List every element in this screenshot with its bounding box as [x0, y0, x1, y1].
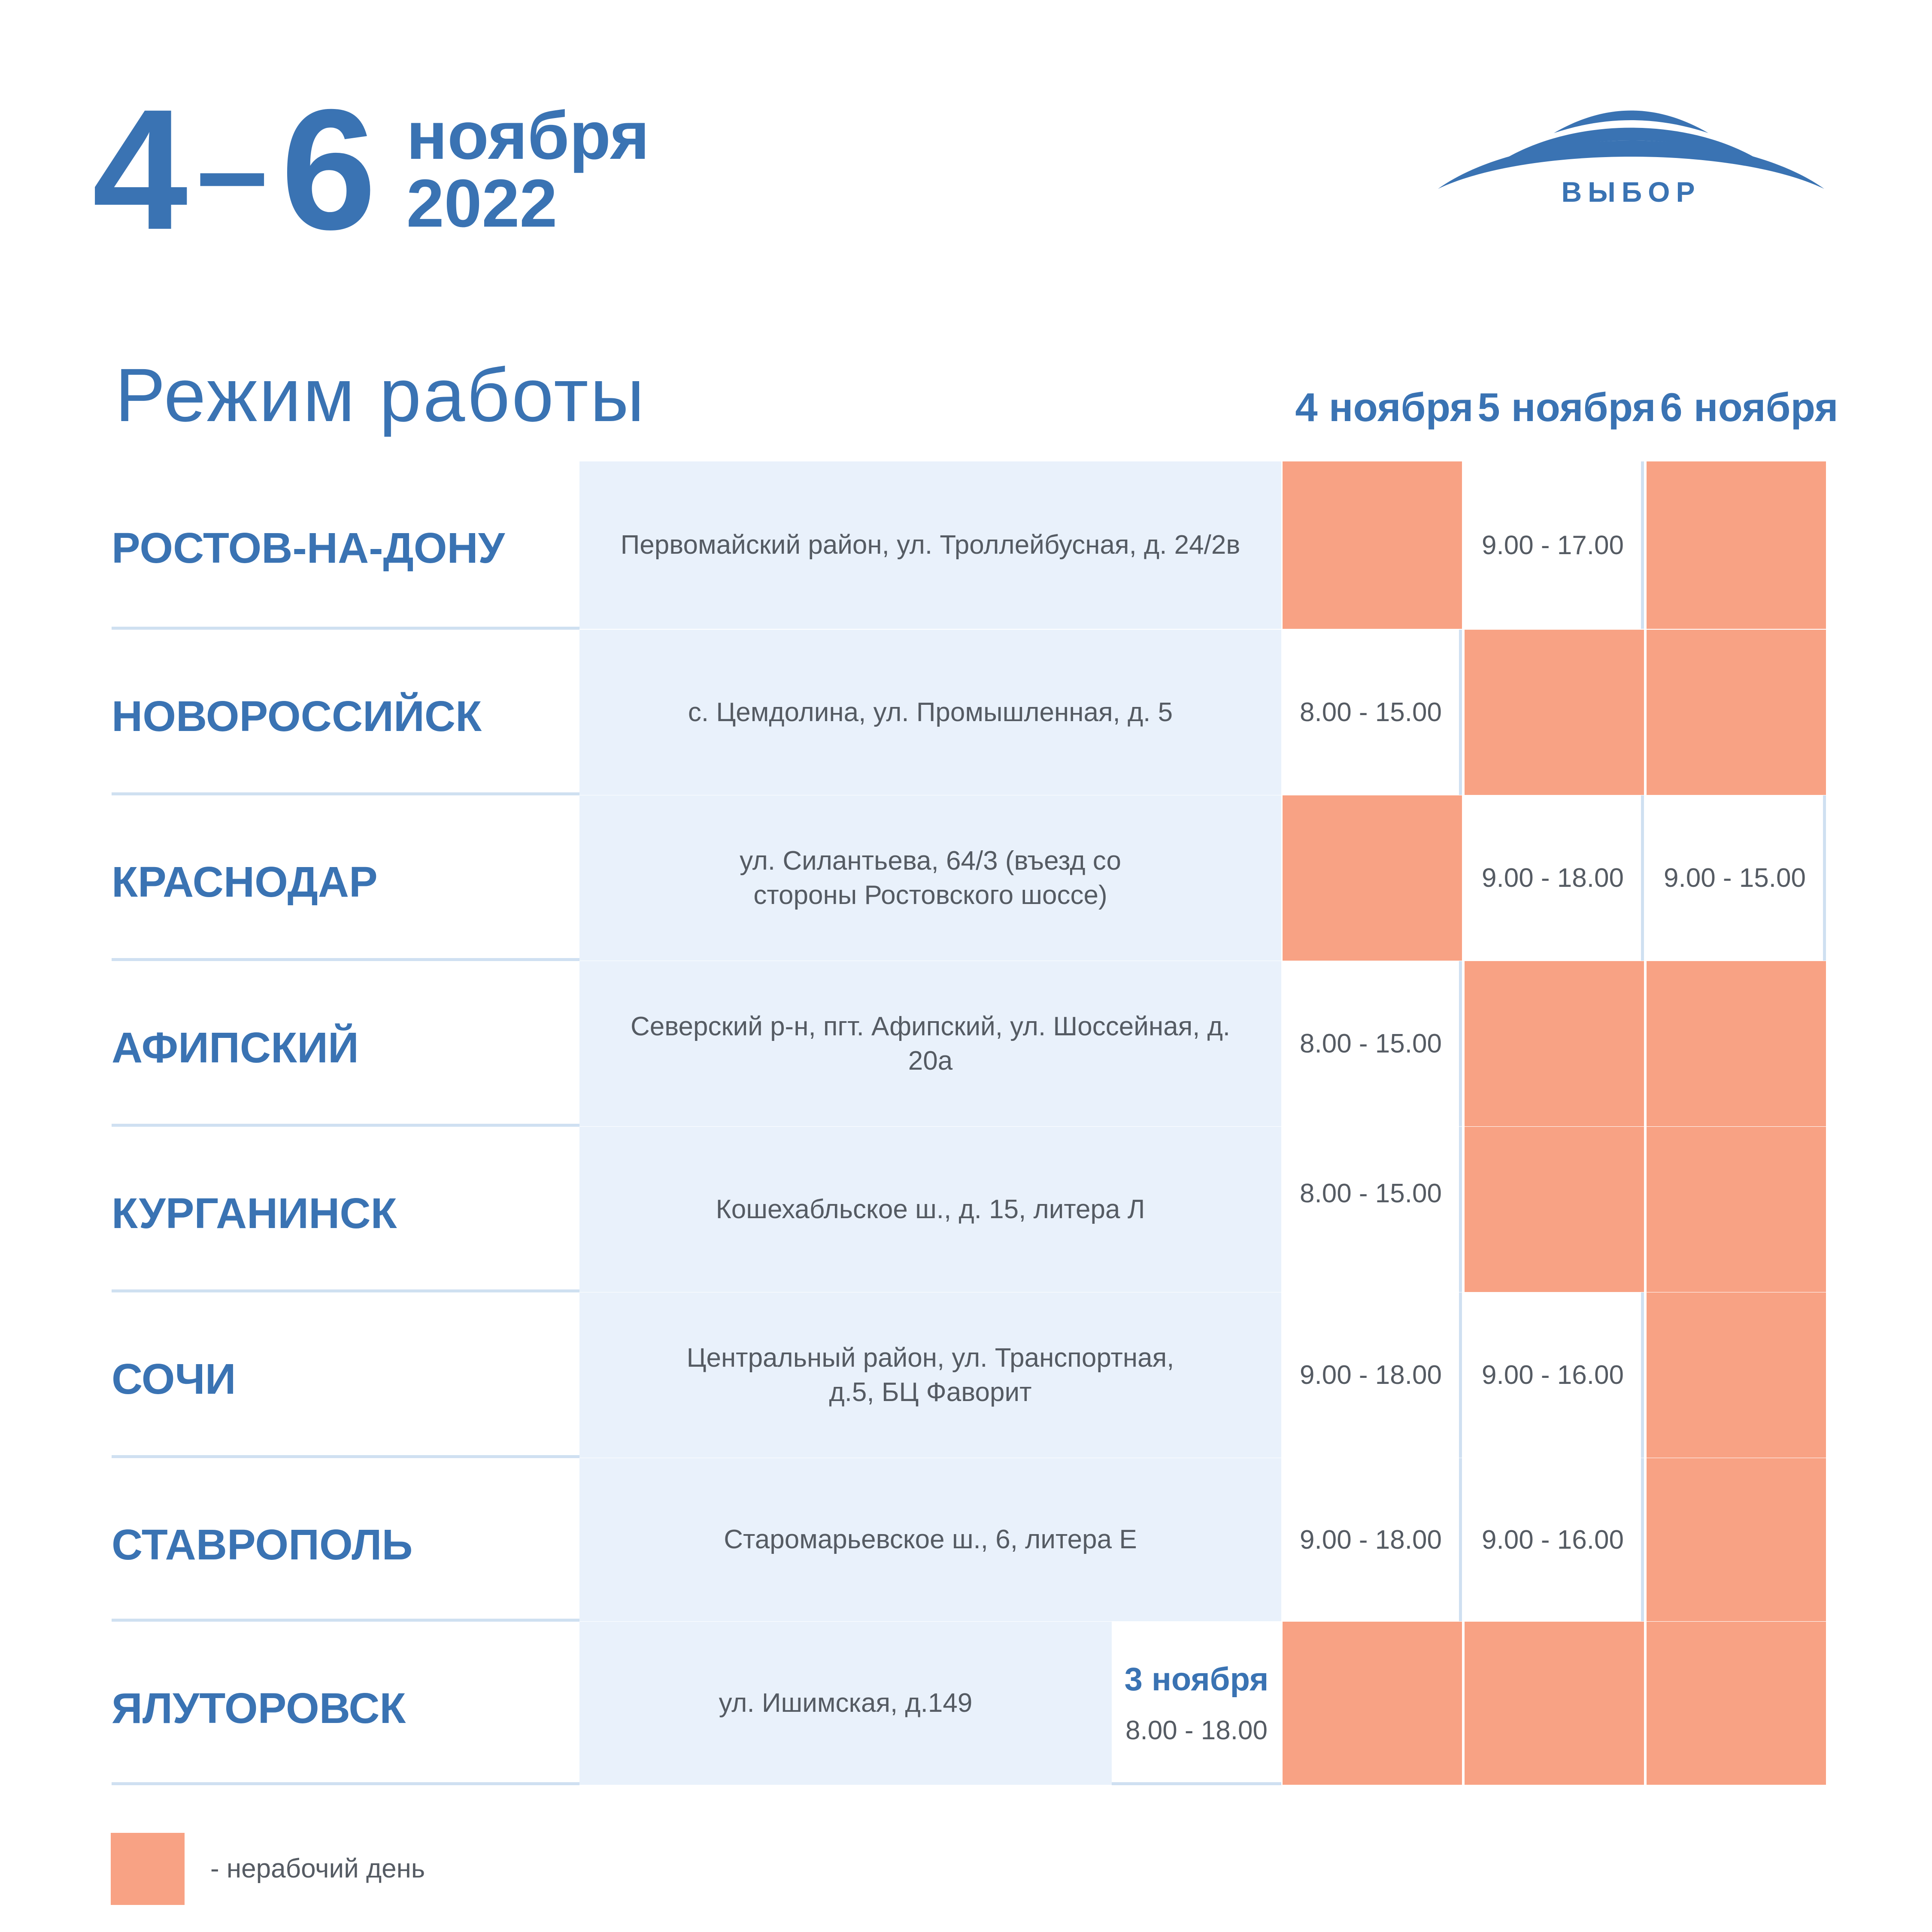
table-row: СОЧИ Центральный район, ул. Транспортная… — [0, 1292, 1932, 1458]
day-cell-hours: 8.00 - 15.00 — [1283, 630, 1462, 795]
vybor-logo: ВЫБОР — [1434, 99, 1829, 210]
address-cell: с. Цемдолина, ул. Промышленная, д. 5 — [579, 630, 1281, 795]
day-cell-off — [1647, 1458, 1826, 1621]
city-name: РОСТОВ-НА-ДОНУ — [112, 524, 505, 572]
logo-text: ВЫБОР — [1561, 176, 1701, 208]
row-divider — [112, 1619, 579, 1622]
day-cell-off — [1465, 961, 1644, 1126]
row-divider — [112, 627, 579, 630]
day-cell-hours: 9.00 - 18.00 — [1465, 795, 1644, 961]
legend-swatch — [111, 1833, 185, 1905]
row-divider — [1112, 1782, 1281, 1785]
row-divider — [112, 1289, 579, 1292]
city-name: КРАСНОДАР — [112, 858, 378, 906]
day-cell-off — [1283, 795, 1462, 961]
address-cell: ул. Ишимская, д.149 — [579, 1622, 1112, 1785]
day-cell-hours: 9.00 - 16.00 — [1465, 1458, 1644, 1621]
day-cell-hours: 9.00 - 18.00 — [1283, 1458, 1462, 1621]
special-day-label: 3 ноября — [1124, 1661, 1269, 1698]
address-cell: Старомарьевское ш., 6, литера Е — [579, 1458, 1281, 1621]
table-row: АФИПСКИЙ Северский р-н, пгт. Афипский, у… — [0, 961, 1932, 1126]
event-dates: 4 – 6 ноября 2022 — [92, 84, 649, 255]
special-day-cell: 3 ноября 8.00 - 18.00 — [1112, 1622, 1281, 1785]
date-dash: – — [196, 97, 268, 242]
day-cell-off — [1647, 961, 1826, 1126]
day-cell-off — [1465, 630, 1644, 795]
legend-text: - нерабочий день — [210, 1854, 425, 1883]
city-name: СТАВРОПОЛЬ — [112, 1521, 413, 1569]
address-cell: Первомайский район, ул. Троллейбусная, д… — [579, 461, 1281, 629]
day-cell-off — [1647, 1622, 1826, 1785]
address-cell: ул. Силантьева, 64/3 (въезд со стороны Р… — [579, 795, 1281, 961]
day-cell-hours: 8.00 - 15.00 — [1283, 1127, 1462, 1292]
year-label: 2022 — [406, 166, 558, 241]
address-cell: Северский р-н, пгт. Афипский, ул. Шоссей… — [579, 961, 1281, 1126]
address-cell: Кошехабльское ш., д. 15, литера Л — [579, 1127, 1281, 1292]
city-name: АФИПСКИЙ — [112, 1024, 359, 1072]
city-name: СОЧИ — [112, 1355, 236, 1403]
day-cell-off — [1283, 1622, 1462, 1785]
day-cell-hours: 8.00 - 15.00 — [1283, 961, 1462, 1126]
day-cell-off — [1465, 1127, 1644, 1292]
city-name: ЯЛУТОРОВСК — [112, 1684, 406, 1732]
page-title: Режим работы — [115, 353, 646, 437]
day-header-1: 4 ноября — [1295, 385, 1474, 430]
day-cell-off — [1465, 1622, 1644, 1785]
row-divider — [112, 958, 579, 961]
day-cell-hours: 9.00 - 16.00 — [1465, 1292, 1644, 1458]
date-from: 4 — [92, 73, 188, 265]
special-day-hours: 8.00 - 18.00 — [1125, 1716, 1268, 1745]
table-row: КУРГАНИНСК Кошехабльское ш., д. 15, лите… — [0, 1127, 1932, 1292]
table-row: ЯЛУТОРОВСК ул. Ишимская, д.149 3 ноября … — [0, 1622, 1932, 1785]
day-cell-hours: 9.00 - 17.00 — [1465, 461, 1644, 629]
row-divider — [112, 1455, 579, 1458]
row-divider — [112, 1782, 579, 1785]
city-name: КУРГАНИНСК — [112, 1189, 397, 1237]
day-cell-off — [1283, 461, 1462, 629]
row-divider — [112, 792, 579, 795]
day-cell-off — [1647, 1127, 1826, 1292]
address-cell: Центральный район, ул. Транспортная, д.5… — [579, 1292, 1281, 1458]
month-label: ноября — [406, 98, 650, 173]
day-header-2: 5 ноября — [1477, 385, 1656, 430]
date-to: 6 — [281, 73, 376, 265]
month-year: ноября 2022 — [406, 102, 649, 237]
table-row: НОВОРОССИЙСК с. Цемдолина, ул. Промышлен… — [0, 630, 1932, 795]
day-header-3: 6 ноября — [1660, 385, 1838, 430]
day-cell-hours: 9.00 - 18.00 — [1283, 1292, 1462, 1458]
day-cell-off — [1647, 461, 1826, 629]
day-cell-off — [1647, 630, 1826, 795]
table-row: КРАСНОДАР ул. Силантьева, 64/3 (въезд со… — [0, 795, 1932, 961]
day-cell-hours: 9.00 - 15.00 — [1647, 795, 1826, 961]
table-row: СТАВРОПОЛЬ Старомарьевское ш., 6, литера… — [0, 1458, 1932, 1621]
city-name: НОВОРОССИЙСК — [112, 692, 482, 740]
table-row: РОСТОВ-НА-ДОНУ Первомайский район, ул. Т… — [0, 461, 1932, 629]
row-divider — [112, 1124, 579, 1127]
day-cell-off — [1647, 1292, 1826, 1458]
